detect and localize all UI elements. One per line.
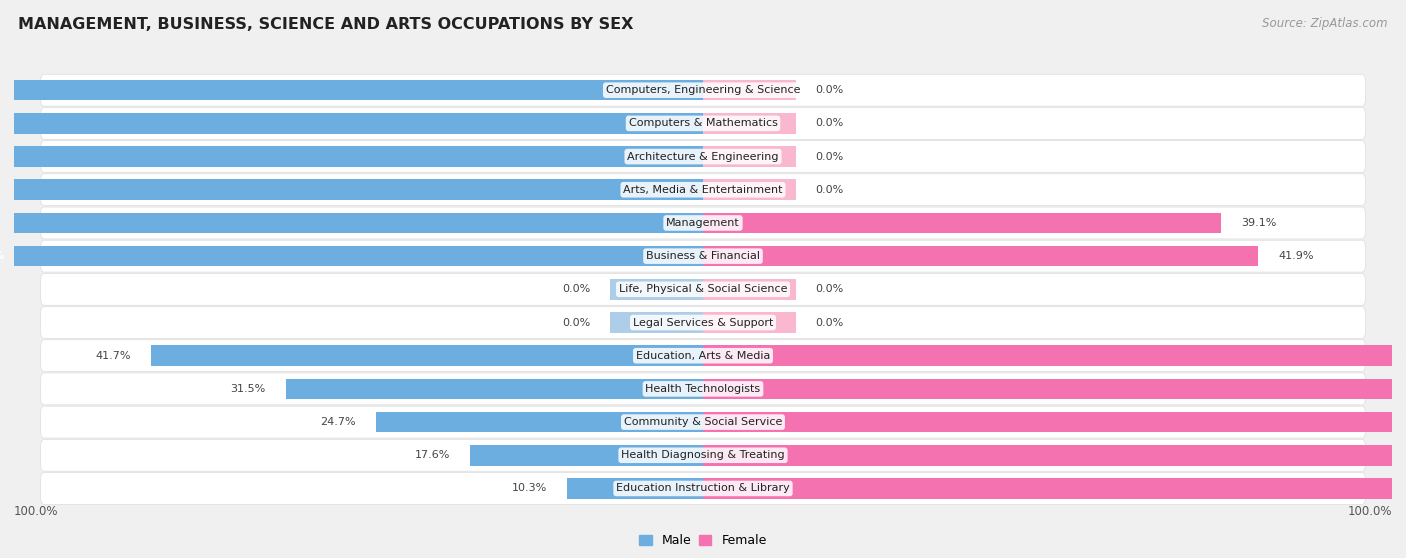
FancyBboxPatch shape — [41, 373, 1365, 405]
Text: Community & Social Service: Community & Social Service — [624, 417, 782, 427]
Text: Health Technologists: Health Technologists — [645, 384, 761, 394]
Text: 39.1%: 39.1% — [1241, 218, 1277, 228]
Text: Business & Financial: Business & Financial — [645, 251, 761, 261]
Text: Arts, Media & Entertainment: Arts, Media & Entertainment — [623, 185, 783, 195]
Bar — [703, 445, 1406, 465]
Bar — [703, 412, 1406, 432]
FancyBboxPatch shape — [41, 473, 1365, 504]
Bar — [703, 146, 796, 167]
Text: Education Instruction & Library: Education Instruction & Library — [616, 483, 790, 493]
FancyBboxPatch shape — [41, 108, 1365, 140]
Text: 0.0%: 0.0% — [815, 118, 844, 128]
Bar — [0, 180, 703, 200]
Text: 58.1%: 58.1% — [0, 251, 4, 261]
Text: 41.9%: 41.9% — [1278, 251, 1313, 261]
Bar — [703, 345, 1406, 366]
Text: 10.3%: 10.3% — [512, 483, 547, 493]
FancyBboxPatch shape — [41, 439, 1365, 471]
Text: Health Diagnosing & Treating: Health Diagnosing & Treating — [621, 450, 785, 460]
Text: 0.0%: 0.0% — [562, 318, 591, 328]
Text: 17.6%: 17.6% — [415, 450, 450, 460]
Bar — [0, 113, 703, 134]
FancyBboxPatch shape — [41, 306, 1365, 339]
FancyBboxPatch shape — [41, 240, 1365, 272]
Text: 24.7%: 24.7% — [321, 417, 356, 427]
Legend: Male, Female: Male, Female — [640, 535, 766, 547]
Text: Management: Management — [666, 218, 740, 228]
Text: 0.0%: 0.0% — [562, 285, 591, 294]
Text: 100.0%: 100.0% — [14, 504, 59, 517]
Bar — [703, 312, 796, 333]
Bar — [470, 445, 703, 465]
Bar — [567, 478, 703, 499]
Text: Computers & Mathematics: Computers & Mathematics — [628, 118, 778, 128]
Bar — [285, 379, 703, 399]
Bar — [0, 246, 703, 266]
Bar — [610, 279, 703, 300]
FancyBboxPatch shape — [41, 207, 1365, 239]
Bar — [703, 80, 796, 100]
Text: Architecture & Engineering: Architecture & Engineering — [627, 152, 779, 162]
Text: 0.0%: 0.0% — [815, 185, 844, 195]
FancyBboxPatch shape — [41, 141, 1365, 172]
Bar — [703, 113, 796, 134]
FancyBboxPatch shape — [41, 74, 1365, 106]
Bar — [375, 412, 703, 432]
Text: 0.0%: 0.0% — [815, 318, 844, 328]
FancyBboxPatch shape — [41, 273, 1365, 305]
Text: MANAGEMENT, BUSINESS, SCIENCE AND ARTS OCCUPATIONS BY SEX: MANAGEMENT, BUSINESS, SCIENCE AND ARTS O… — [18, 17, 634, 32]
Bar — [0, 80, 703, 100]
Bar — [703, 279, 796, 300]
Bar — [150, 345, 703, 366]
Text: 31.5%: 31.5% — [231, 384, 266, 394]
Text: Education, Arts & Media: Education, Arts & Media — [636, 351, 770, 360]
Text: Legal Services & Support: Legal Services & Support — [633, 318, 773, 328]
Bar — [703, 379, 1406, 399]
Text: 100.0%: 100.0% — [1347, 504, 1392, 517]
Text: Source: ZipAtlas.com: Source: ZipAtlas.com — [1263, 17, 1388, 30]
Text: Computers, Engineering & Science: Computers, Engineering & Science — [606, 85, 800, 95]
Text: Life, Physical & Social Science: Life, Physical & Social Science — [619, 285, 787, 294]
FancyBboxPatch shape — [41, 174, 1365, 206]
Text: 41.7%: 41.7% — [96, 351, 131, 360]
FancyBboxPatch shape — [41, 406, 1365, 438]
Text: 58.3%: 58.3% — [1405, 351, 1406, 360]
Bar — [0, 213, 703, 233]
Bar — [703, 478, 1406, 499]
Bar — [610, 312, 703, 333]
Text: 0.0%: 0.0% — [815, 85, 844, 95]
Bar — [0, 146, 703, 167]
Text: 0.0%: 0.0% — [815, 152, 844, 162]
Text: 0.0%: 0.0% — [815, 285, 844, 294]
Bar — [703, 180, 796, 200]
FancyBboxPatch shape — [41, 340, 1365, 372]
Bar — [703, 213, 1220, 233]
Bar — [703, 246, 1258, 266]
